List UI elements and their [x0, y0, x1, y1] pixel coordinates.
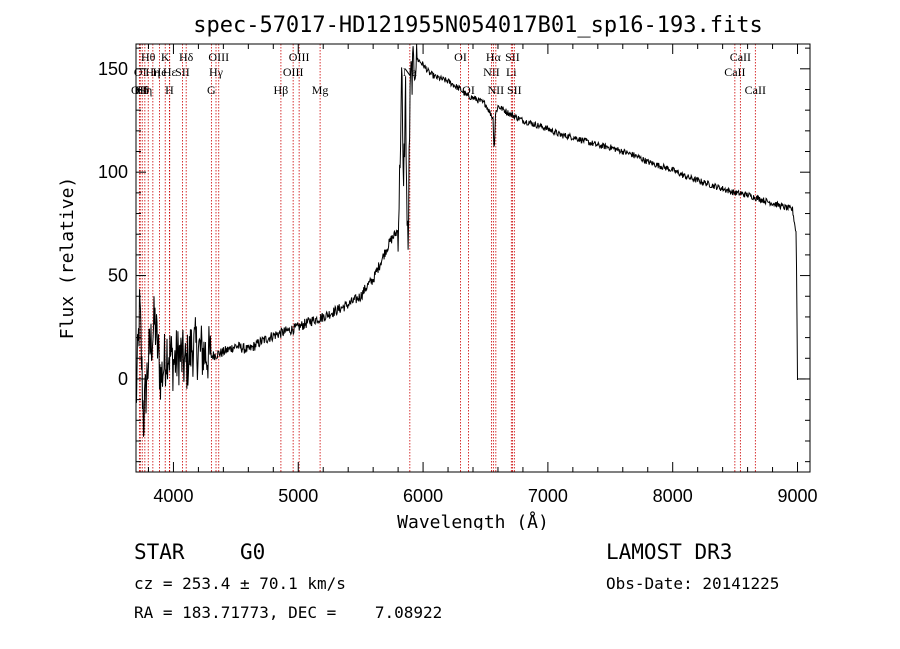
line-marker-label: SII — [505, 50, 520, 64]
line-marker-label: Li — [506, 65, 517, 79]
line-marker-label: He — [153, 65, 167, 79]
x-tick-label: 8000 — [653, 486, 693, 506]
spectrum-line — [135, 43, 798, 437]
object-class: STAR — [134, 540, 185, 564]
x-axis-label: Wavelength (Å) — [397, 511, 549, 530]
line-marker-label: SII — [175, 65, 190, 79]
y-tick-label: 0 — [118, 369, 128, 389]
x-tick-label: 7000 — [528, 486, 568, 506]
plot-frame — [135, 43, 811, 473]
coordinates-text: RA = 183.71773, DEC = 7.08922 — [134, 603, 443, 622]
line-marker-label: Mg — [312, 83, 329, 97]
line-marker-label: CaII — [724, 65, 745, 79]
line-marker-label: OII — [131, 83, 148, 97]
y-axis-label: Flux (relative) — [57, 177, 78, 340]
line-marker-label: NII — [488, 83, 505, 97]
line-marker-label: Hθ — [141, 50, 156, 64]
chart-title: spec-57017-HD121955N054017B01_sp16-193.f… — [193, 13, 763, 38]
x-tick-label: 9000 — [777, 486, 817, 506]
line-marker-label: NII — [483, 65, 500, 79]
y-tick-label: 100 — [98, 162, 128, 182]
survey-name: LAMOST DR3 — [606, 540, 733, 564]
line-marker-label: K — [161, 50, 170, 64]
line-marker-label: OIII — [283, 65, 304, 79]
redshift-text: cz = 253.4 ± 70.1 km/s — [134, 574, 346, 593]
line-marker-label: Hη — [145, 65, 160, 79]
line-marker-label: G — [207, 83, 216, 97]
line-marker-label: OI — [454, 50, 467, 64]
line-marker-label: Hβ — [274, 83, 289, 97]
line-marker-label: Hθ — [135, 83, 150, 97]
y-tick-label: 50 — [108, 266, 128, 286]
line-marker-label: CaII — [730, 50, 751, 64]
x-tick-label: 4000 — [153, 486, 193, 506]
x-tick-label: 5000 — [278, 486, 318, 506]
line-marker-label: OIII — [289, 50, 310, 64]
line-marker-label: Hα — [486, 50, 502, 64]
line-marker-label: Hε — [163, 65, 177, 79]
line-marker-label: CaII — [745, 83, 766, 97]
line-marker-label: Hη — [137, 83, 152, 97]
object-subclass: G0 — [240, 540, 266, 564]
line-marker-label: SII — [507, 83, 522, 97]
obs-date-text: Obs-Date: 20141225 — [606, 574, 780, 593]
spectrum-chart: spec-57017-HD121955N054017B01_sp16-193.f… — [57, 13, 818, 530]
line-marker-label: Hγ — [209, 65, 224, 79]
line-marker-label: Hδ — [179, 50, 194, 64]
x-tick-label: 6000 — [403, 486, 443, 506]
y-tick-label: 150 — [98, 59, 128, 79]
line-marker-label: OIII — [208, 50, 229, 64]
